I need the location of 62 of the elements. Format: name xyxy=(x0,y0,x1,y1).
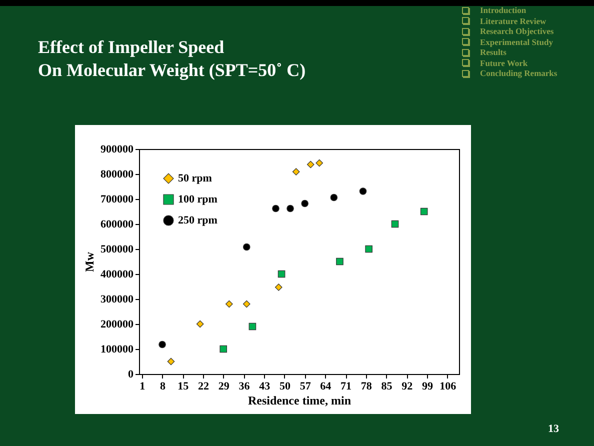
point xyxy=(158,340,166,348)
x-tick-label: 92 xyxy=(402,380,414,392)
point xyxy=(365,245,372,253)
text: Future Work xyxy=(479,58,529,68)
x-tick-label: 106 xyxy=(440,380,457,392)
y-tick-label: 500000 xyxy=(100,244,134,256)
y-axis-title: Mw xyxy=(82,252,96,272)
x-tick-label: 22 xyxy=(198,380,210,392)
point xyxy=(286,204,294,212)
text: Concluding Remarks xyxy=(479,68,558,78)
point xyxy=(167,358,175,366)
x-tick-label: 64 xyxy=(320,380,332,392)
x-tick-label: 15 xyxy=(178,380,190,392)
x-tick-label: 50 xyxy=(279,380,291,392)
point xyxy=(272,204,280,212)
x-tick-label: 71 xyxy=(340,380,352,392)
point xyxy=(330,194,338,202)
x-tick-label: 57 xyxy=(300,380,312,392)
y-tick-label: 200000 xyxy=(100,318,134,330)
legend-label: 100 rpm xyxy=(178,194,218,206)
x-tick-label: 85 xyxy=(381,380,393,392)
y-tick-label: 600000 xyxy=(100,218,134,230)
point xyxy=(306,160,314,168)
x-tick-label: 8 xyxy=(160,380,166,392)
text: Experimental Study xyxy=(479,36,554,47)
y-tick-label: 300000 xyxy=(100,294,134,306)
y-tick-label: 0 xyxy=(128,368,134,380)
y-tick-label: 700000 xyxy=(100,194,134,206)
point xyxy=(274,284,282,291)
text: Research Objectives xyxy=(479,26,555,36)
legend-label: 250 rpm xyxy=(178,214,218,226)
point xyxy=(292,168,300,176)
x-tick-label: 78 xyxy=(360,380,372,392)
point xyxy=(278,270,286,278)
y-tick-label: 800000 xyxy=(100,168,134,180)
x-axis-title: Residence time, min xyxy=(248,394,352,408)
text: Introduction xyxy=(479,5,528,16)
point xyxy=(391,220,399,228)
point xyxy=(220,345,228,353)
text: 13 xyxy=(548,423,559,435)
point xyxy=(242,300,250,308)
point xyxy=(242,243,250,251)
x-tick-label: 99 xyxy=(422,380,434,392)
x-tick-label: 29 xyxy=(218,380,230,392)
point xyxy=(420,208,428,216)
point xyxy=(336,258,344,266)
point xyxy=(301,200,308,208)
point xyxy=(359,188,367,195)
x-tick-label: 43 xyxy=(259,380,271,392)
y-tick-label: 100000 xyxy=(100,344,134,356)
legend-label: 50 rpm xyxy=(178,172,212,184)
point xyxy=(196,320,204,328)
chart-title: Effect of Impeller Speed On Molecular Weight (SPT=50˚ C) xyxy=(38,36,306,82)
text: Literature Review xyxy=(479,16,548,26)
x-tick-label: 1 xyxy=(140,380,146,392)
point xyxy=(226,300,233,308)
y-tick-label: 400000 xyxy=(100,268,134,280)
y-tick-label: 900000 xyxy=(100,144,134,156)
point xyxy=(316,159,324,167)
point xyxy=(248,322,256,330)
text: Results xyxy=(479,47,508,58)
x-tick-label: 36 xyxy=(238,380,250,392)
